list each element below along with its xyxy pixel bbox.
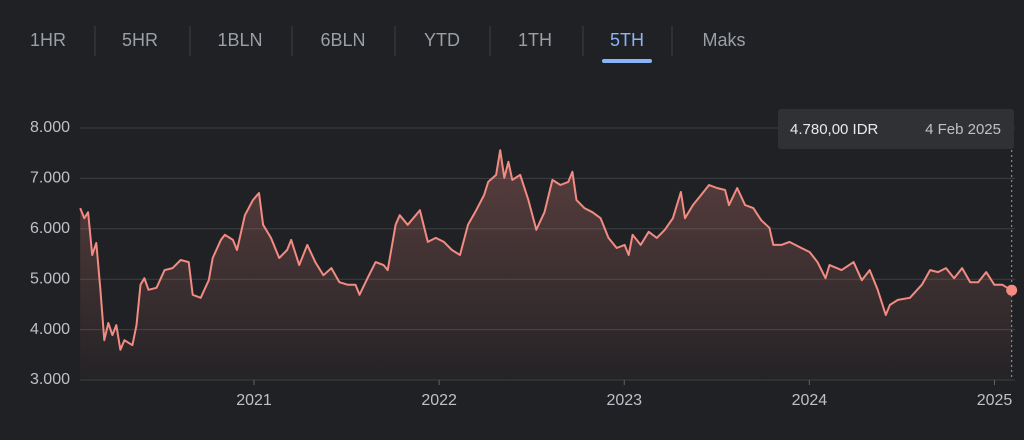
range-tab[interactable]: Maks bbox=[702, 30, 745, 50]
x-tick-label: 2025 bbox=[977, 392, 1013, 409]
y-tick-label: 4.000 bbox=[30, 321, 70, 338]
tooltip-price: 4.780,00 IDR bbox=[790, 121, 879, 138]
range-tab[interactable]: YTD bbox=[424, 30, 460, 50]
x-tick-label: 2022 bbox=[421, 392, 457, 409]
y-tick-label: 6.000 bbox=[30, 220, 70, 237]
price-line bbox=[79, 149, 1013, 351]
plot: 3.000 4.000 5.000 6.000 7.000 8.000 2021 2022 20… bbox=[30, 109, 1018, 409]
y-tick-label: 7.000 bbox=[30, 170, 70, 187]
range-tab[interactable]: 5TH bbox=[610, 30, 644, 50]
current-point bbox=[1006, 284, 1018, 296]
range-tab[interactable]: 1BLN bbox=[217, 30, 262, 50]
range-tab[interactable]: 6BLN bbox=[320, 30, 365, 50]
active-tab-indicator bbox=[601, 59, 653, 63]
tooltip-box bbox=[778, 109, 1014, 149]
x-tick-label: 2024 bbox=[792, 392, 828, 409]
area bbox=[80, 150, 1012, 380]
x-tick-label: 2023 bbox=[606, 392, 642, 409]
range-tab[interactable]: 5HR bbox=[122, 30, 158, 50]
tooltip-date: 4 Feb 2025 bbox=[925, 121, 1001, 138]
y-tick-label: 3.000 bbox=[30, 371, 70, 388]
y-tick-label: 8.000 bbox=[30, 119, 70, 136]
y-tick-label: 5.000 bbox=[30, 270, 70, 287]
x-tick-label: 2021 bbox=[236, 392, 272, 409]
tooltip: 4.780,00 IDR 4 Feb 2025 bbox=[778, 109, 1014, 149]
range-tab[interactable]: 1HR bbox=[30, 30, 66, 50]
range-tabs: 1HR 5HR 1BLN 6BLN YTD 1TH 5TH Maks bbox=[30, 26, 746, 63]
range-tab[interactable]: 1TH bbox=[518, 30, 552, 50]
